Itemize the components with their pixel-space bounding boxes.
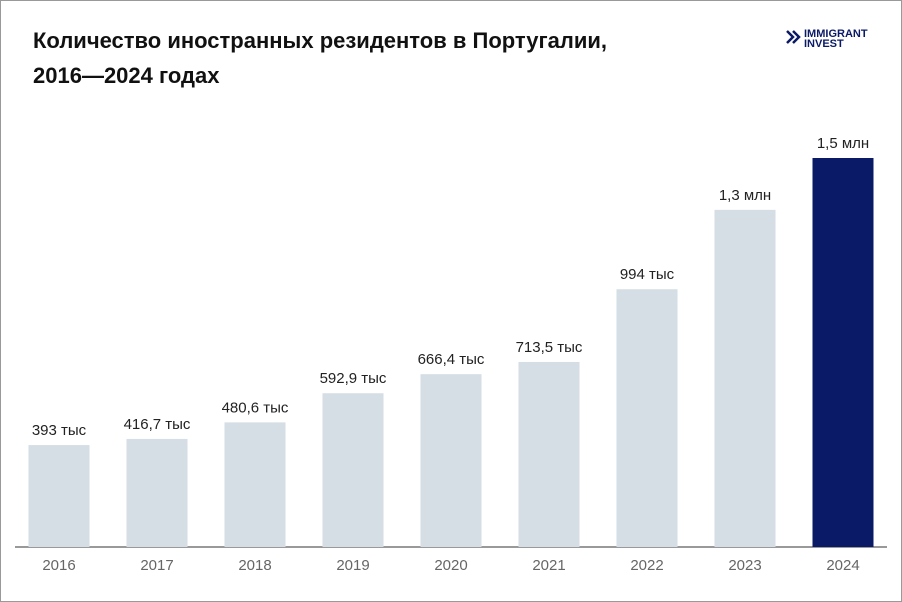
x-tick-label: 2020: [434, 557, 467, 574]
logo-icon: [786, 30, 801, 44]
bar: [322, 393, 384, 547]
value-label: 994 тыс: [620, 266, 675, 283]
value-label: 666,4 тыс: [418, 351, 485, 368]
x-tick-label: 2016: [42, 557, 75, 574]
x-tick-label: 2019: [336, 557, 369, 574]
bar: [224, 422, 286, 547]
value-label: 1,3 млн: [719, 187, 771, 204]
chart-title: Количество иностранных резидентов в Порт…: [33, 28, 607, 53]
bar: [420, 374, 482, 547]
x-tick-label: 2018: [238, 557, 271, 574]
value-label: 1,5 млн: [817, 135, 869, 152]
logo-text: INVEST: [804, 38, 844, 50]
bar: [812, 158, 874, 547]
logo: IMMIGRANT INVEST: [786, 28, 868, 50]
value-label: 416,7 тыс: [124, 416, 191, 433]
value-label: 592,9 тыс: [320, 370, 387, 387]
x-tick-label: 2023: [728, 557, 761, 574]
bar: [714, 209, 776, 547]
x-tick-label: 2021: [532, 557, 565, 574]
x-tick-label: 2022: [630, 557, 663, 574]
bar: [28, 445, 90, 547]
x-tick-label: 2024: [826, 557, 859, 574]
bar: [126, 438, 188, 547]
value-label: 393 тыс: [32, 422, 87, 439]
logo-text: IMMIGRANT: [804, 28, 868, 40]
value-label: 480,6 тыс: [222, 399, 289, 416]
bar: [518, 361, 580, 547]
value-label: 713,5 тыс: [516, 339, 583, 356]
x-tick-label: 2017: [140, 557, 173, 574]
bar: [616, 289, 678, 547]
chart-title: 2016—2024 годах: [33, 63, 220, 88]
